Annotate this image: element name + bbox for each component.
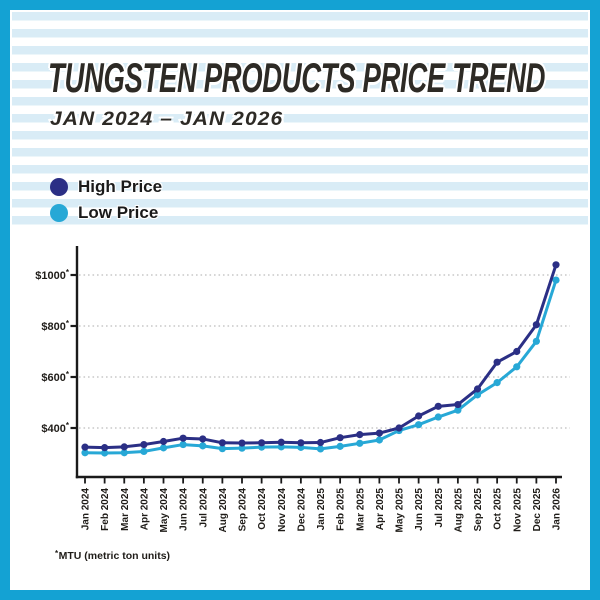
legend: High Price Low Price: [50, 176, 162, 223]
legend-label-high-price: High Price: [78, 176, 163, 196]
svg-text:Aug 2024: Aug 2024: [218, 488, 229, 533]
low-price-dot-icon: [50, 203, 68, 222]
chart-panel: [12, 226, 588, 588]
svg-text:Mar 2025: Mar 2025: [355, 488, 366, 531]
svg-text:Jan 2024: Jan 2024: [81, 488, 92, 531]
svg-text:Apr 2024: Apr 2024: [139, 488, 150, 531]
svg-text:Feb 2025: Feb 2025: [336, 488, 347, 531]
svg-text:$1000*: $1000*: [35, 268, 70, 282]
page-title: TUNGSTEN PRODUCTS PRICE TREND: [48, 54, 546, 101]
footnote-asterisk: *: [55, 548, 59, 558]
svg-text:Nov 2025: Nov 2025: [512, 488, 523, 532]
legend-item-low-price: Low Price: [50, 202, 162, 223]
high-price-dot-icon: [50, 177, 68, 196]
svg-text:Sep 2024: Sep 2024: [238, 488, 249, 532]
mtu-footnote: *MTU (metric ton units): [55, 548, 171, 563]
svg-text:Jul 2025: Jul 2025: [434, 488, 445, 528]
legend-label-low-price: Low Price: [78, 202, 159, 222]
svg-text:May 2024: May 2024: [159, 488, 170, 533]
svg-text:May 2025: May 2025: [395, 488, 406, 533]
footnote-text: MTU (metric ton units): [58, 550, 171, 562]
svg-text:Jul 2024: Jul 2024: [198, 488, 209, 528]
svg-text:$800*: $800*: [41, 319, 69, 333]
svg-text:Oct 2025: Oct 2025: [493, 488, 504, 530]
svg-text:Nov 2024: Nov 2024: [277, 488, 288, 532]
svg-text:$400*: $400*: [41, 421, 69, 435]
svg-text:Dec 2025: Dec 2025: [532, 488, 543, 532]
svg-text:Jun 2025: Jun 2025: [414, 488, 425, 531]
svg-text:Apr 2025: Apr 2025: [375, 488, 386, 531]
svg-text:Oct 2024: Oct 2024: [257, 488, 268, 530]
svg-text:$600*: $600*: [41, 370, 69, 384]
legend-item-high-price: High Price: [50, 176, 162, 197]
series-high-price: [81, 261, 560, 452]
date-range-subtitle: JAN 2024 – JAN 2026: [50, 109, 284, 130]
svg-text:Jun 2024: Jun 2024: [179, 488, 190, 531]
x-axis: Jan 2024 Feb 2024 Mar 2024 Apr 2024 May 2024…: [81, 477, 563, 532]
svg-text:Jan 2026: Jan 2026: [552, 488, 563, 531]
svg-text:Sep 2025: Sep 2025: [473, 488, 484, 532]
svg-text:Dec 2024: Dec 2024: [296, 488, 307, 532]
svg-text:Feb 2024: Feb 2024: [100, 488, 111, 531]
svg-text:Jan 2025: Jan 2025: [316, 488, 327, 531]
svg-text:Mar 2024: Mar 2024: [120, 488, 131, 531]
svg-text:Aug 2025: Aug 2025: [453, 488, 464, 533]
y-axis: $1000* $800* $600* $400*: [35, 268, 570, 435]
series-low-price: [81, 276, 560, 457]
